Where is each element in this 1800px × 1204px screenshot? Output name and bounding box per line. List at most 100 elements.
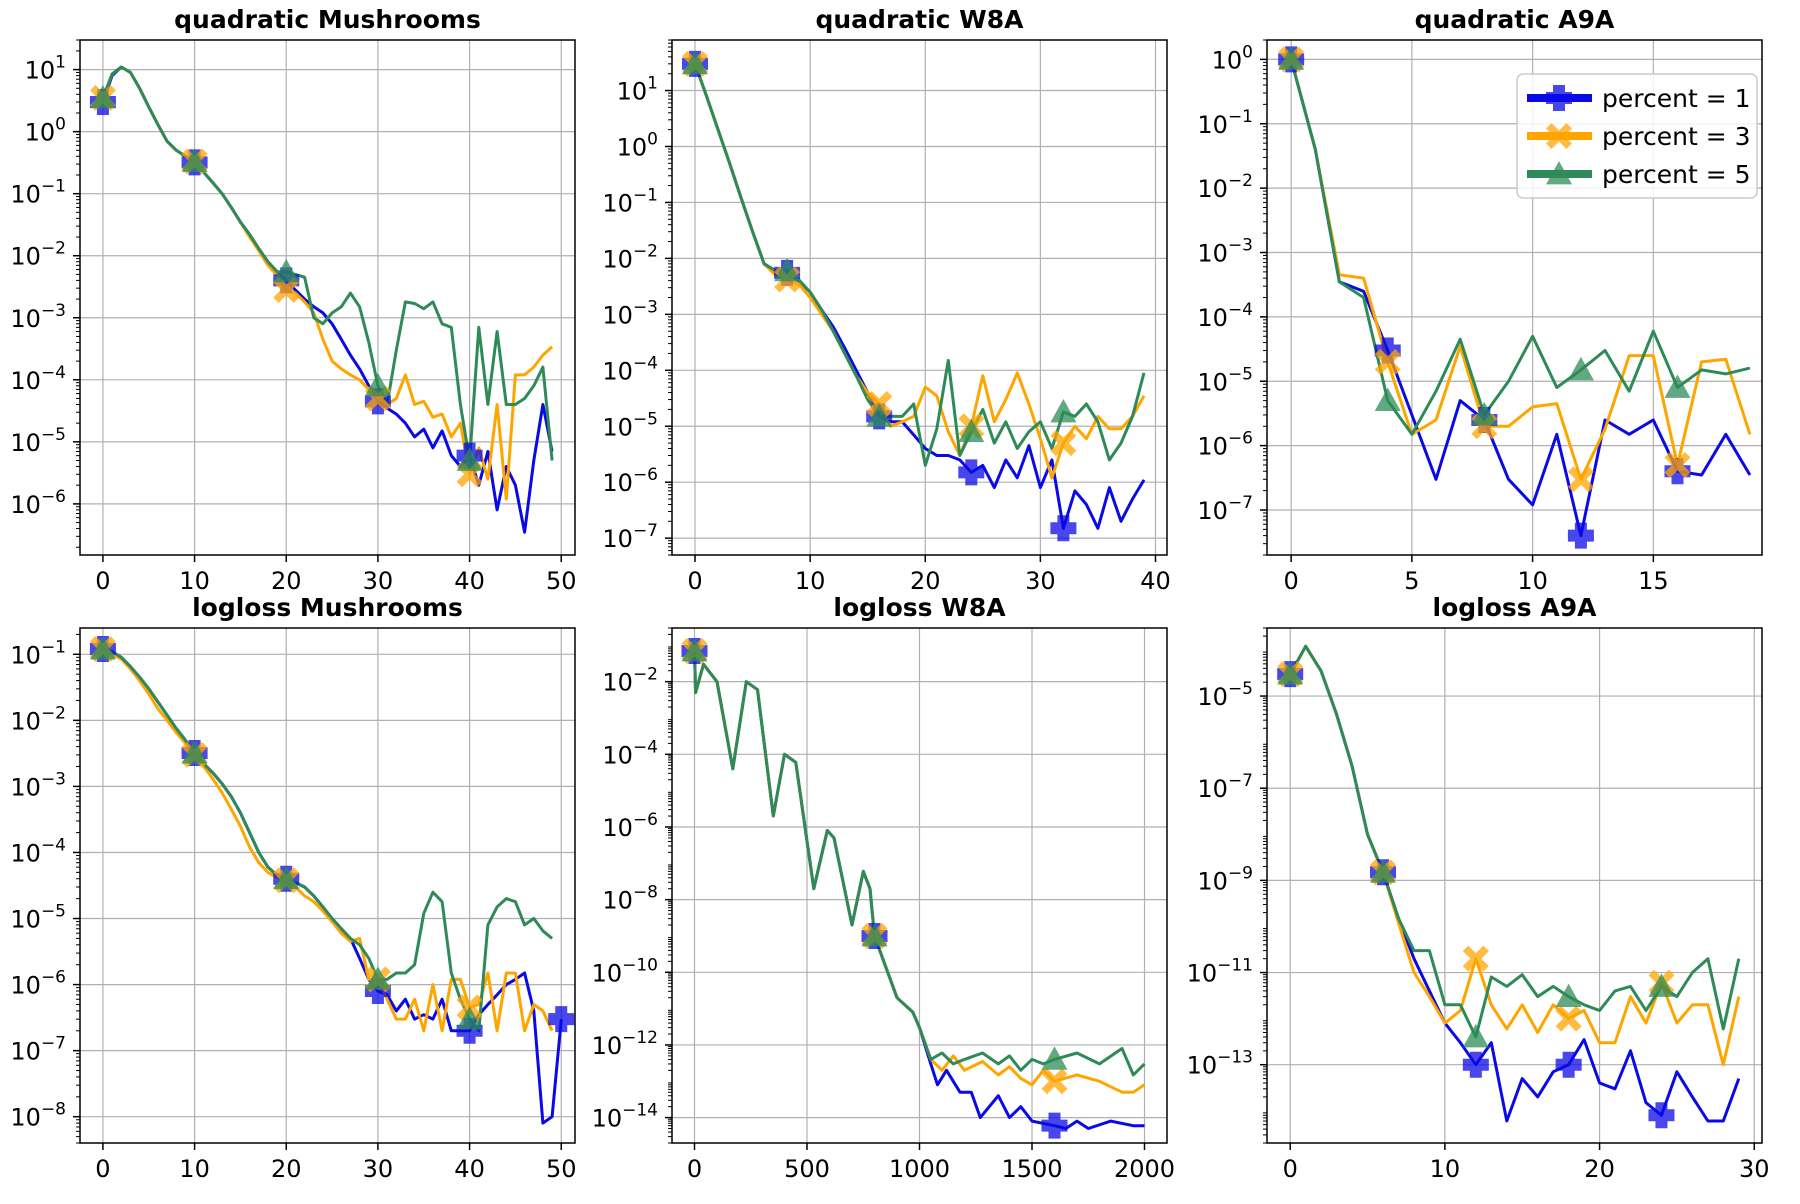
panel-title: logloss Mushrooms — [192, 593, 463, 622]
y-tick-label: 10−3 — [602, 297, 658, 329]
y-tick-label: 10−9 — [1197, 863, 1253, 895]
plot-frame — [1266, 627, 1763, 1144]
x-tick-label: 0 — [1284, 567, 1299, 595]
series-line — [102, 647, 554, 1033]
x-marker — [1374, 348, 1401, 375]
y-tick-label: 10−7 — [1197, 493, 1253, 525]
triangle-marker — [273, 865, 300, 890]
y-tick-label: 10−6 — [10, 487, 66, 519]
y-tick-label: 10−6 — [1197, 429, 1253, 461]
x-tick-label: 5 — [1404, 567, 1419, 595]
panel-title: logloss A9A — [1433, 593, 1598, 622]
plot-frame — [1266, 39, 1763, 556]
triangle-marker — [1041, 1046, 1068, 1070]
y-tick-label: 10−1 — [1197, 107, 1253, 139]
x-tick-label: 30 — [363, 1155, 394, 1183]
triangle-marker — [682, 50, 709, 75]
plot-frame — [671, 627, 1168, 1144]
y-tick-label: 10−1 — [10, 177, 66, 209]
x-tick-label: 0 — [1283, 1155, 1298, 1183]
y-tick-label: 10−2 — [1197, 171, 1253, 203]
y-tick-label: 10−4 — [10, 363, 66, 395]
y-tick-label: 10−5 — [10, 425, 66, 457]
triangle-marker — [456, 1006, 483, 1030]
plot-area — [682, 50, 1146, 542]
plot-area — [1278, 46, 1752, 549]
triangle-marker — [1664, 374, 1691, 398]
series-line — [1289, 59, 1752, 481]
x-tick-label: 40 — [454, 1155, 485, 1183]
triangle-marker — [866, 403, 893, 427]
triangle-marker — [89, 636, 116, 660]
legend-label: percent = 1 — [1602, 84, 1751, 113]
plus-marker — [364, 977, 391, 1004]
plot-area — [89, 65, 554, 534]
triangle-marker — [89, 84, 116, 109]
x-tick-label: 0 — [687, 567, 702, 595]
x-tick-label: 1500 — [1001, 1155, 1062, 1183]
x-marker — [1567, 466, 1594, 493]
x-tick-label: 30 — [1739, 1155, 1770, 1183]
x-tick-label: 20 — [910, 567, 941, 595]
y-tick-label: 10−2 — [10, 703, 66, 735]
triangle-marker — [1471, 401, 1498, 426]
plus-marker — [456, 1017, 483, 1044]
triangle-marker — [1370, 859, 1397, 883]
triangle-marker — [181, 148, 208, 172]
y-tick-label: 100 — [25, 115, 66, 147]
triangle-marker — [958, 418, 985, 443]
x-marker — [1546, 123, 1572, 149]
x-tick-label: 50 — [546, 1155, 577, 1183]
x-tick-label: 50 — [546, 567, 577, 595]
x-tick-label: 10 — [1517, 567, 1548, 595]
triangle-marker — [181, 740, 208, 764]
x-tick-label: 20 — [271, 1155, 302, 1183]
y-tick-label: 10−13 — [1187, 1048, 1253, 1080]
y-tick-label: 10−5 — [1197, 679, 1253, 711]
legend-label: percent = 3 — [1602, 122, 1751, 151]
x-tick-label: 10 — [179, 1155, 210, 1183]
y-tick-label: 10−7 — [602, 521, 658, 553]
triangle-marker — [1277, 661, 1304, 685]
x-tick-label: 0 — [95, 567, 110, 595]
y-tick-label: 10−4 — [602, 353, 658, 385]
panel-title: quadratic W8A — [815, 5, 1024, 34]
y-tick-label: 10−4 — [10, 835, 66, 867]
y-tick-label: 10−6 — [602, 465, 658, 497]
x-tick-label: 20 — [271, 567, 302, 595]
y-tick-label: 10−8 — [10, 1100, 66, 1132]
plus-marker — [1374, 337, 1401, 364]
y-tick-label: 100 — [1212, 42, 1253, 74]
plus-marker — [548, 1006, 575, 1033]
y-tick-label: 10−11 — [1187, 956, 1253, 988]
y-tick-label: 10−7 — [1197, 771, 1253, 803]
series-line — [101, 65, 554, 462]
series-line — [1289, 59, 1751, 436]
x-tick-label: 30 — [363, 567, 394, 595]
triangle-marker — [273, 258, 300, 283]
triangle-marker — [1050, 398, 1077, 423]
x-tick-label: 40 — [454, 567, 485, 595]
x-marker — [1462, 945, 1489, 972]
chart-panel: 101 100 10−1 10−2 10−3 10−4 10−5 10−6 10−7 0 10 20 3… — [602, 5, 1170, 595]
y-tick-label: 10−10 — [592, 955, 658, 987]
y-tick-label: 10−5 — [602, 409, 658, 441]
triangle-marker — [456, 447, 483, 471]
plus-marker — [1567, 522, 1594, 549]
triangle-marker — [774, 257, 801, 282]
triangle-marker — [1462, 1023, 1489, 1048]
legend: percent = 1 percent = 3 percent = 5 — [1516, 73, 1758, 199]
x-tick-label: 1000 — [889, 1155, 950, 1183]
plus-marker — [1050, 515, 1077, 542]
x-marker — [1050, 430, 1077, 457]
triangle-marker — [1374, 387, 1401, 412]
x-tick-label: 500 — [784, 1155, 830, 1183]
x-marker — [1041, 1068, 1068, 1095]
x-tick-label: 2000 — [1114, 1155, 1175, 1183]
y-tick-label: 10−3 — [10, 769, 66, 801]
plot-area — [1277, 644, 1741, 1129]
series-line — [1288, 644, 1741, 1123]
plot-area — [681, 637, 1146, 1139]
chart-panel: 101 100 10−1 10−2 10−3 10−4 10−5 10−6 0 10 20 30 40 5… — [10, 5, 576, 595]
